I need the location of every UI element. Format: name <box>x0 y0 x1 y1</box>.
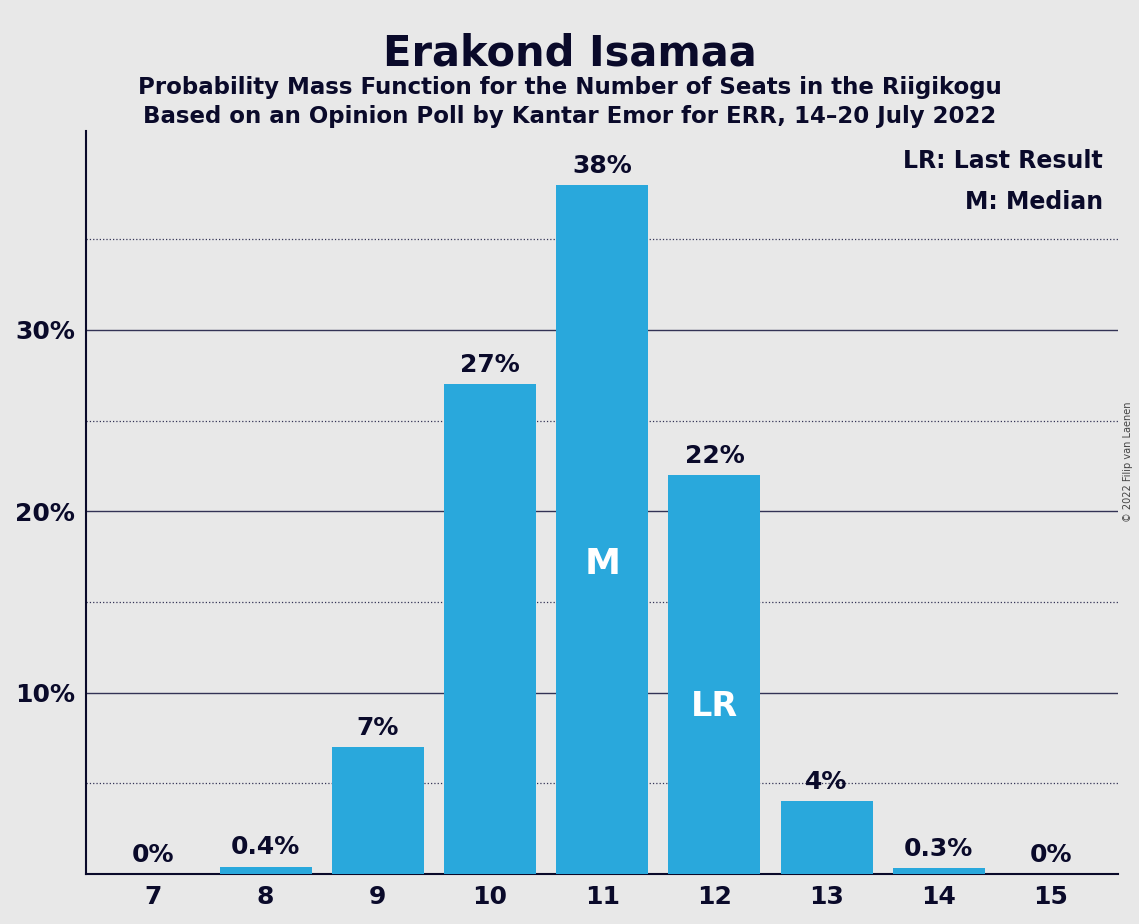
Text: 27%: 27% <box>460 353 519 377</box>
Text: 0.3%: 0.3% <box>904 837 974 861</box>
Bar <box>556 185 648 874</box>
Bar <box>220 867 312 874</box>
Text: 7%: 7% <box>357 716 399 740</box>
Text: LR: Last Result: LR: Last Result <box>903 149 1103 173</box>
Bar <box>780 801 872 874</box>
Text: M: Median: M: Median <box>965 190 1103 214</box>
Text: 0.4%: 0.4% <box>231 835 301 859</box>
Text: Probability Mass Function for the Number of Seats in the Riigikogu: Probability Mass Function for the Number… <box>138 76 1001 99</box>
Text: Erakond Isamaa: Erakond Isamaa <box>383 32 756 74</box>
Text: M: M <box>584 547 621 581</box>
Bar <box>893 869 985 874</box>
Text: © 2022 Filip van Laenen: © 2022 Filip van Laenen <box>1123 402 1133 522</box>
Text: Based on an Opinion Poll by Kantar Emor for ERR, 14–20 July 2022: Based on an Opinion Poll by Kantar Emor … <box>142 105 997 128</box>
Text: 0%: 0% <box>132 843 174 867</box>
Bar <box>444 384 536 874</box>
Text: 0%: 0% <box>1030 843 1072 867</box>
Bar <box>331 747 424 874</box>
Text: 4%: 4% <box>805 770 847 794</box>
Bar <box>669 475 761 874</box>
Text: LR: LR <box>691 690 738 723</box>
Text: 38%: 38% <box>572 153 632 177</box>
Text: 22%: 22% <box>685 444 744 468</box>
